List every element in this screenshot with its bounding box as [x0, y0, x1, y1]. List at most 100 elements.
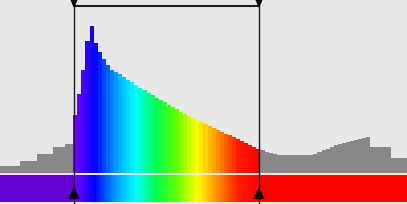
Bar	[402, 175, 404, 202]
Bar	[80, 175, 81, 202]
Bar	[259, 175, 260, 202]
Bar	[297, 155, 301, 173]
Bar	[352, 175, 353, 202]
Bar	[371, 175, 372, 202]
Bar	[224, 175, 225, 202]
Bar	[337, 175, 338, 202]
Bar	[361, 175, 363, 202]
Bar	[127, 175, 129, 202]
Bar	[40, 175, 42, 202]
Bar	[88, 175, 89, 202]
Bar	[221, 175, 223, 202]
Bar	[3, 175, 5, 202]
Bar	[334, 145, 338, 173]
Bar	[159, 100, 163, 173]
Bar	[73, 175, 74, 202]
Bar	[93, 175, 94, 202]
Bar	[274, 175, 276, 202]
Bar	[82, 175, 84, 202]
Bar	[220, 132, 224, 173]
Bar	[287, 175, 288, 202]
Bar	[63, 175, 65, 202]
Bar	[291, 175, 292, 202]
Bar	[360, 175, 361, 202]
Bar	[118, 74, 122, 173]
Bar	[171, 107, 175, 173]
Bar	[15, 175, 17, 202]
Bar	[134, 85, 138, 173]
Bar	[193, 175, 194, 202]
Bar	[398, 175, 400, 202]
Bar	[9, 175, 10, 202]
Bar	[202, 175, 204, 202]
Bar	[125, 175, 126, 202]
Bar	[338, 175, 339, 202]
Bar	[183, 175, 184, 202]
Bar	[244, 175, 246, 202]
Bar	[167, 105, 171, 173]
Bar	[36, 175, 37, 202]
Bar	[96, 175, 97, 202]
Bar	[198, 175, 199, 202]
Bar	[68, 175, 69, 202]
Bar	[260, 175, 262, 202]
Bar	[317, 175, 318, 202]
Bar	[147, 93, 151, 173]
Bar	[126, 175, 127, 202]
Bar	[122, 175, 123, 202]
Bar	[210, 175, 212, 202]
Bar	[362, 137, 366, 173]
Bar	[246, 175, 247, 202]
Bar	[98, 52, 102, 173]
Bar	[92, 175, 93, 202]
Bar	[266, 175, 267, 202]
Bar	[244, 143, 248, 173]
Bar	[90, 175, 92, 202]
Bar	[112, 175, 114, 202]
Bar	[383, 146, 387, 173]
Bar	[252, 147, 256, 173]
Bar	[100, 175, 101, 202]
Bar	[108, 175, 109, 202]
Bar	[65, 144, 69, 173]
Bar	[346, 142, 350, 173]
Bar	[126, 80, 130, 173]
Bar	[404, 175, 405, 202]
Bar	[223, 175, 224, 202]
Bar	[315, 175, 317, 202]
Bar	[303, 175, 304, 202]
Bar	[273, 154, 277, 173]
Bar	[45, 154, 49, 173]
Bar	[94, 43, 98, 173]
Bar	[55, 175, 57, 202]
Bar	[102, 59, 106, 173]
Bar	[176, 175, 177, 202]
Bar	[239, 175, 240, 202]
Bar	[348, 175, 349, 202]
Bar	[232, 175, 234, 202]
Bar	[120, 175, 122, 202]
Bar	[28, 175, 29, 202]
Bar	[94, 175, 96, 202]
Bar	[199, 175, 201, 202]
Bar	[391, 159, 395, 173]
Bar	[240, 141, 244, 173]
Bar	[356, 175, 357, 202]
Bar	[85, 41, 90, 173]
Bar	[110, 70, 114, 173]
Bar	[131, 175, 133, 202]
Bar	[186, 175, 187, 202]
Bar	[175, 109, 179, 173]
Bar	[354, 140, 358, 173]
Bar	[208, 126, 212, 173]
Bar	[167, 175, 168, 202]
Bar	[379, 146, 383, 173]
Bar	[51, 175, 53, 202]
Bar	[238, 175, 239, 202]
Bar	[48, 175, 50, 202]
Bar	[292, 175, 293, 202]
Bar	[0, 166, 4, 173]
Bar	[289, 155, 293, 173]
Bar	[376, 175, 378, 202]
Bar	[152, 175, 153, 202]
